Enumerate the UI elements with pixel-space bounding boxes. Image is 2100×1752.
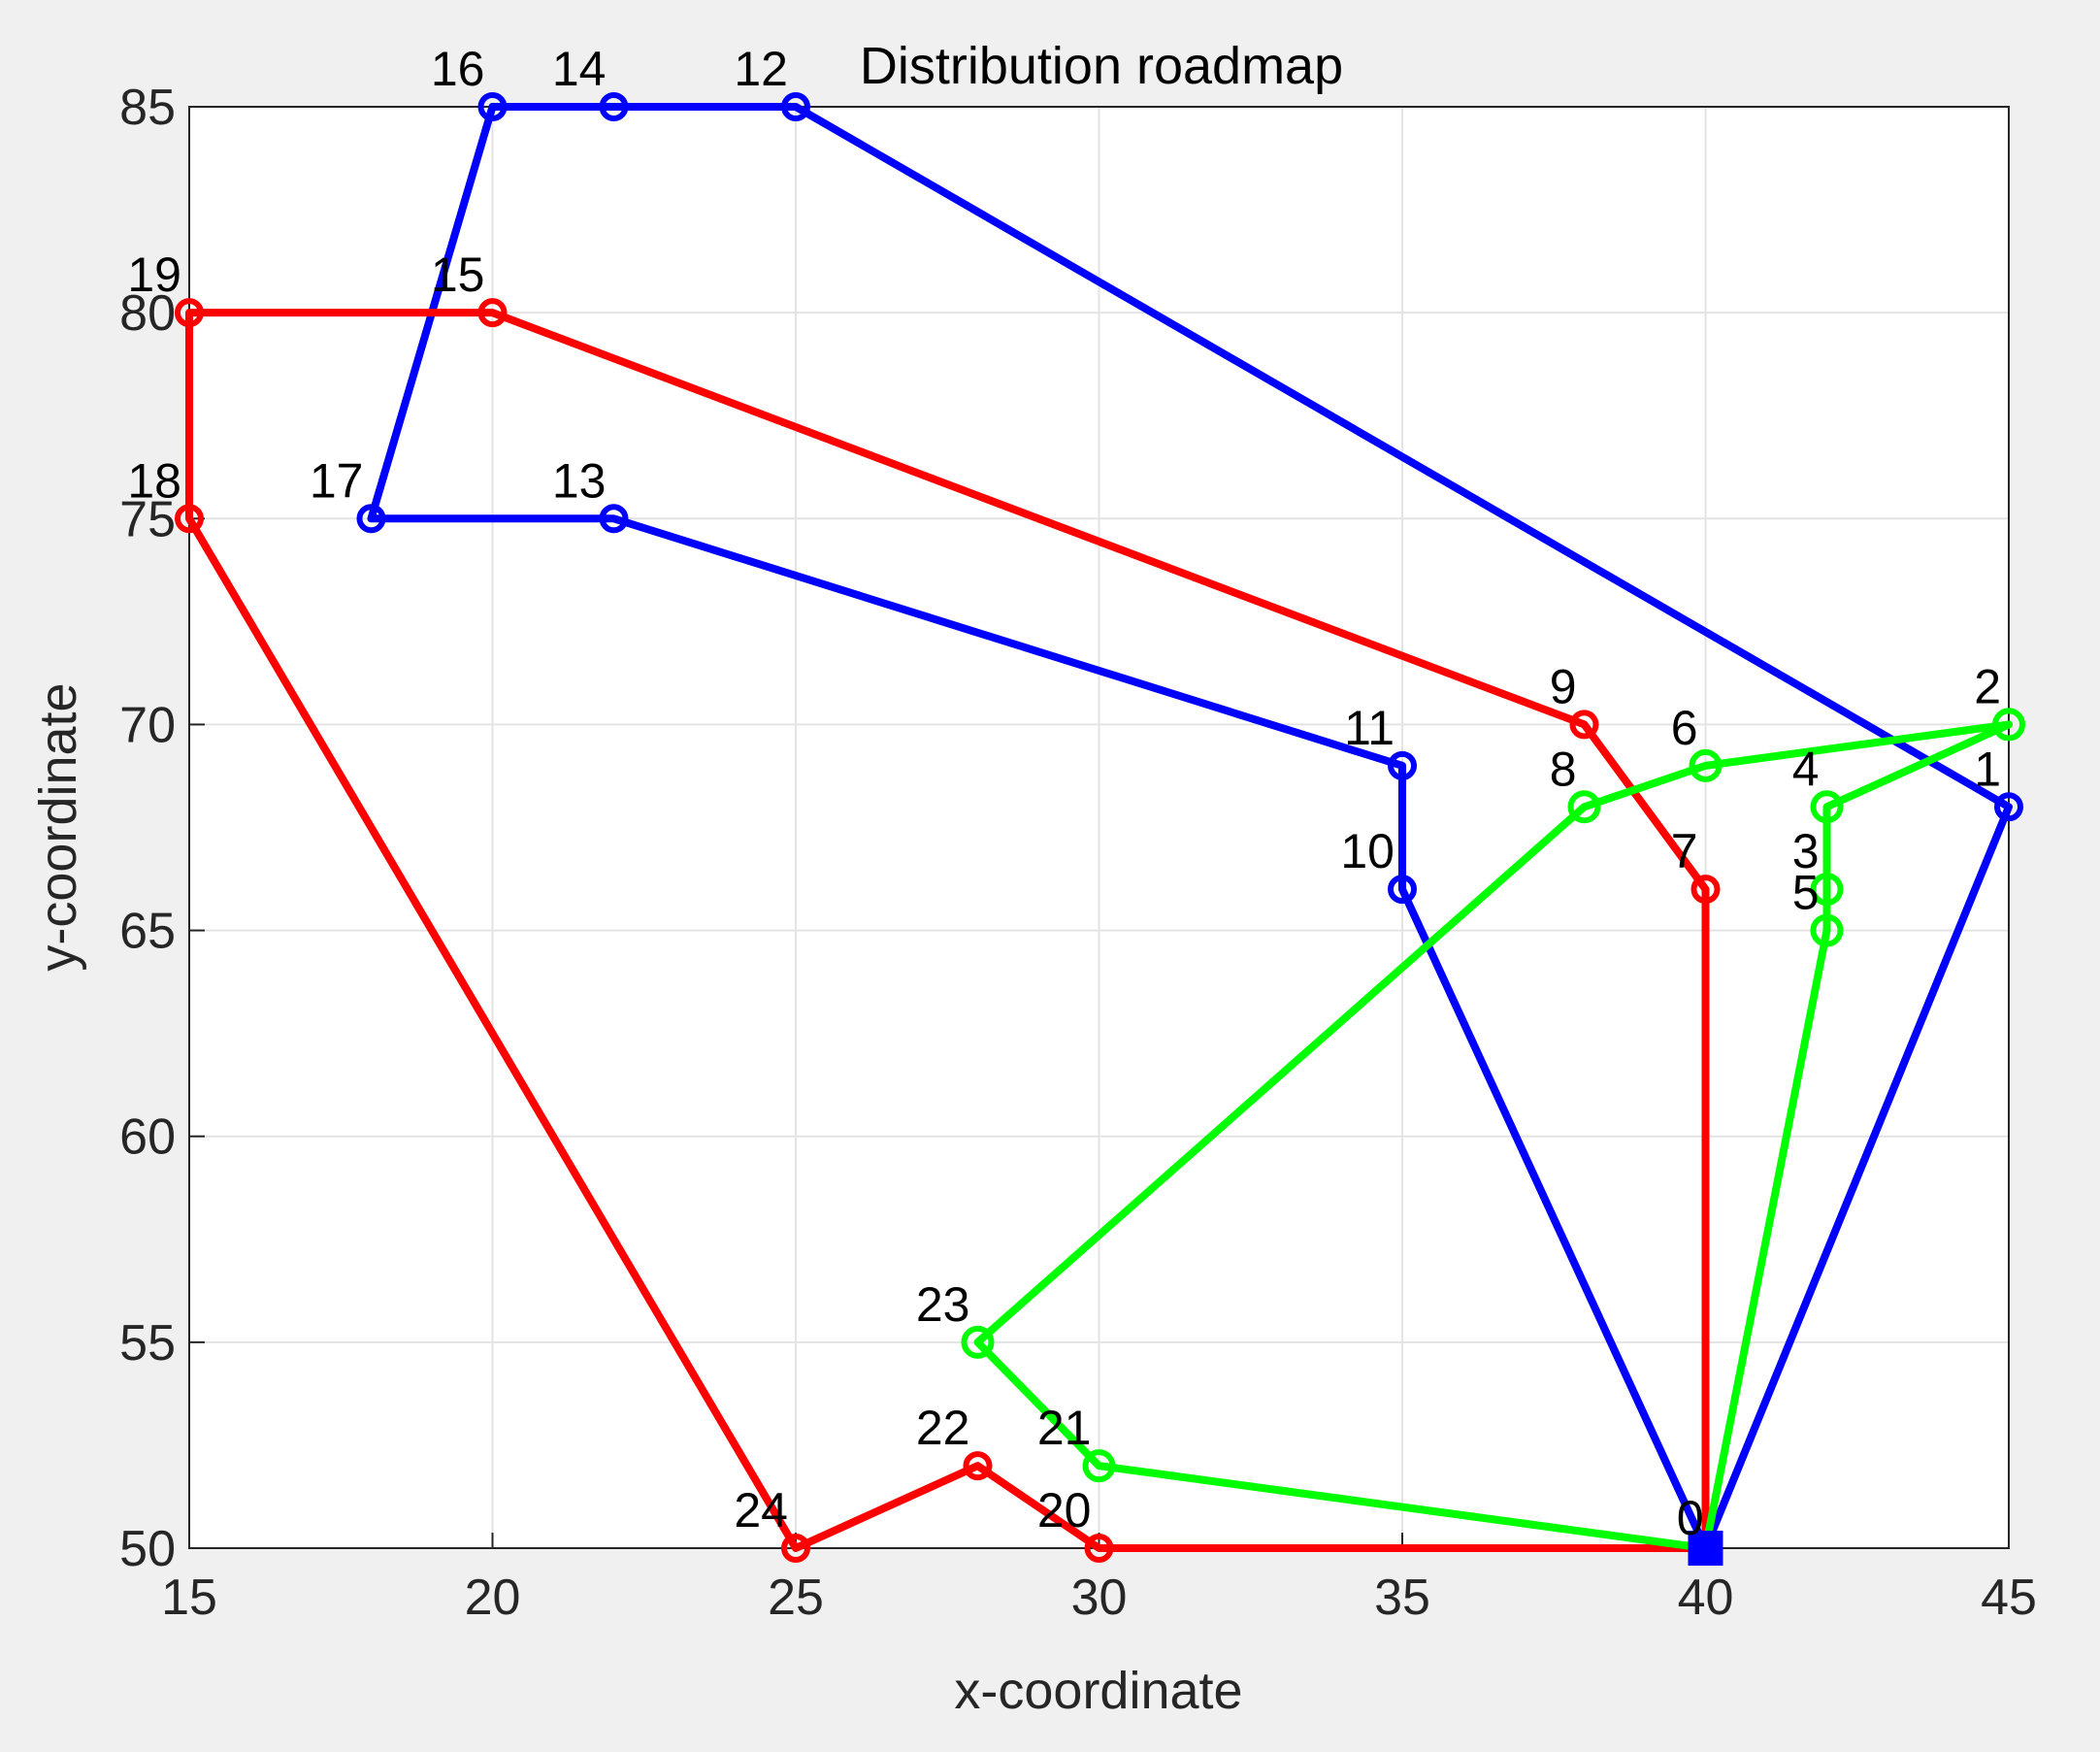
- point-label: 16: [431, 42, 485, 96]
- route-point-marker: [175, 504, 204, 534]
- y-tick-label: 75: [119, 491, 176, 547]
- route-point-marker: [477, 298, 508, 328]
- point-label: 20: [1037, 1483, 1092, 1537]
- point-label: 14: [552, 42, 607, 96]
- point-label: 24: [734, 1483, 788, 1537]
- route-point-marker: [175, 298, 204, 328]
- route-point-marker: [1569, 710, 1599, 740]
- point-label: 4: [1792, 742, 1820, 796]
- point-label: 19: [127, 248, 181, 302]
- route-point-marker: [1810, 790, 1844, 824]
- point-label: 3: [1792, 824, 1820, 878]
- point-label: 17: [310, 453, 364, 508]
- y-tick-label: 60: [119, 1109, 176, 1166]
- y-axis-label: y-coordinate: [29, 682, 87, 971]
- x-tick-label: 40: [1678, 1570, 1734, 1626]
- x-tick-label: 15: [161, 1570, 217, 1626]
- point-label: 9: [1550, 659, 1577, 713]
- route-point-marker: [1082, 1449, 1116, 1483]
- y-tick-label: 50: [119, 1521, 176, 1577]
- route-point-marker: [1388, 750, 1417, 780]
- route-series: [175, 92, 2025, 1566]
- route-point-marker: [599, 92, 629, 121]
- point-label: 10: [1340, 824, 1395, 878]
- route-line-2: [185, 309, 1710, 1552]
- route-point-marker: [599, 504, 629, 534]
- point-label: 6: [1671, 701, 1698, 755]
- point-label: 5: [1792, 866, 1820, 920]
- route-point-marker: [961, 1325, 995, 1359]
- y-tick-label: 70: [119, 697, 176, 753]
- x-tick-label: 20: [465, 1570, 521, 1626]
- x-tick-label: 35: [1374, 1570, 1430, 1626]
- route-point-marker: [1810, 913, 1844, 947]
- x-tick-label: 25: [768, 1570, 824, 1626]
- point-label: 1: [1974, 742, 2001, 796]
- y-tick-label: 65: [119, 904, 176, 960]
- route-point-marker: [1992, 708, 2025, 742]
- y-tick-label: 55: [119, 1315, 176, 1372]
- route-point-marker: [356, 504, 386, 534]
- point-labels: 1 12 14 16 17 13 11 10 7 9 15 19 18 24 22 20 53 4 2 6 8 23 21 0: [127, 42, 2001, 1545]
- point-label: 2: [1974, 659, 2001, 713]
- point-label: 22: [916, 1401, 970, 1455]
- x-axis-label: x-coordinate: [954, 1662, 1242, 1720]
- route-line-3: [973, 720, 2013, 1552]
- route-point-marker: [1388, 875, 1417, 905]
- point-label: 13: [552, 453, 607, 508]
- route-point-marker: [1567, 790, 1601, 824]
- depot-marker: [1688, 1531, 1723, 1566]
- route-point-marker: [781, 92, 810, 121]
- point-label: 11: [1344, 701, 1395, 755]
- x-tick-label: 45: [1981, 1570, 2037, 1626]
- chart-title: Distribution roadmap: [860, 37, 1343, 95]
- point-label: 7: [1671, 824, 1698, 878]
- route-point-marker: [1084, 1534, 1114, 1563]
- route-point-marker: [781, 1534, 810, 1563]
- point-label: 15: [431, 248, 485, 302]
- route-point-marker: [1690, 875, 1721, 905]
- route-point-marker: [1994, 792, 2023, 822]
- route-point-marker: [1689, 748, 1723, 782]
- y-tick-label: 85: [119, 80, 176, 136]
- point-label: 23: [916, 1277, 970, 1332]
- point-label: 18: [127, 453, 181, 508]
- point-label: 8: [1550, 742, 1577, 796]
- route-point-marker: [963, 1451, 993, 1481]
- y-tick-label: 80: [119, 285, 176, 342]
- route-point-marker: [1810, 873, 1844, 907]
- x-tick-label: 30: [1071, 1570, 1128, 1626]
- depot-label: 0: [1677, 1491, 1704, 1545]
- route-point-marker: [477, 92, 508, 121]
- point-label: 12: [734, 42, 788, 96]
- point-label: 21: [1037, 1401, 1092, 1455]
